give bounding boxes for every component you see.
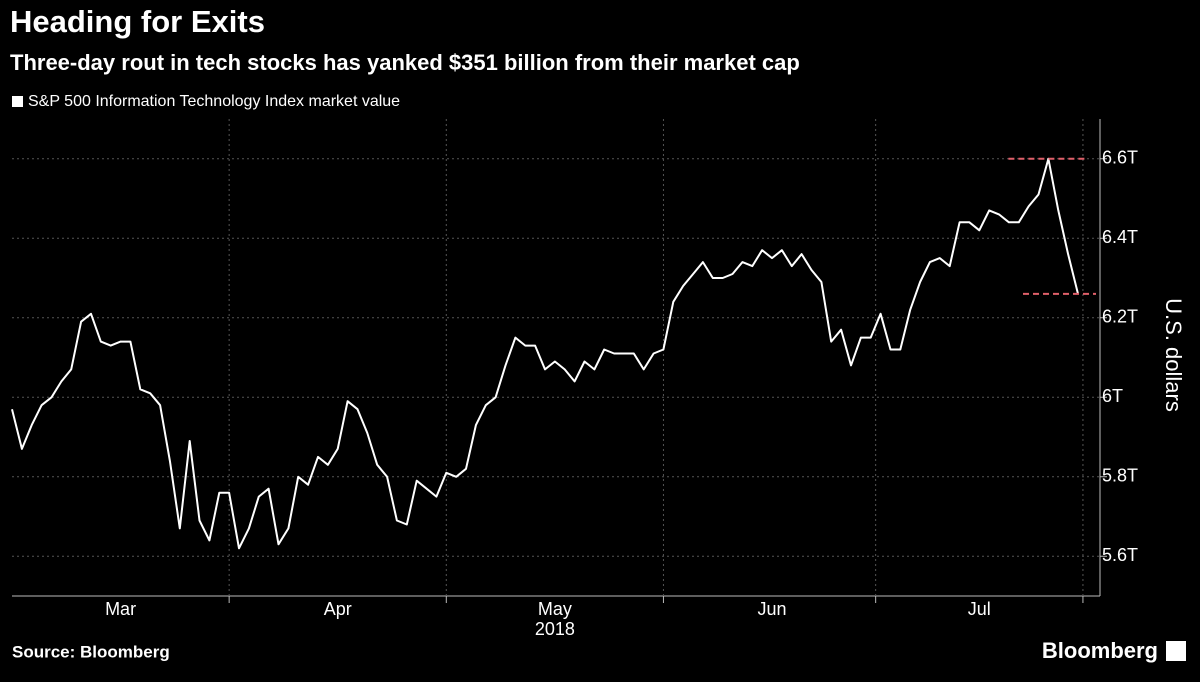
legend-label: S&P 500 Information Technology Index mar… [28, 93, 400, 110]
y-tick-label: 6T [1102, 386, 1123, 406]
x-tick-label: May [538, 599, 572, 619]
x-tick-label: Apr [324, 599, 352, 619]
brand: Bloomberg [1042, 638, 1158, 663]
legend-swatch [12, 96, 23, 107]
chart-subtitle: Three-day rout in tech stocks has yanked… [10, 50, 800, 75]
y-tick-label: 6.6T [1102, 148, 1138, 168]
y-axis-label: U.S. dollars [1161, 298, 1186, 412]
y-tick-label: 6.4T [1102, 227, 1138, 247]
brand-icon [1166, 641, 1186, 661]
chart-title: Heading for Exits [10, 4, 265, 39]
x-axis-label: 2018 [535, 619, 575, 639]
y-tick-label: 6.2T [1102, 307, 1138, 327]
x-tick-label: Jul [968, 599, 991, 619]
x-tick-label: Jun [758, 599, 787, 619]
y-tick-label: 5.8T [1102, 466, 1138, 486]
source: Source: Bloomberg [12, 642, 170, 661]
y-tick-label: 5.6T [1102, 545, 1138, 565]
line-series [11, 157, 1079, 550]
x-tick-label: Mar [105, 599, 136, 619]
